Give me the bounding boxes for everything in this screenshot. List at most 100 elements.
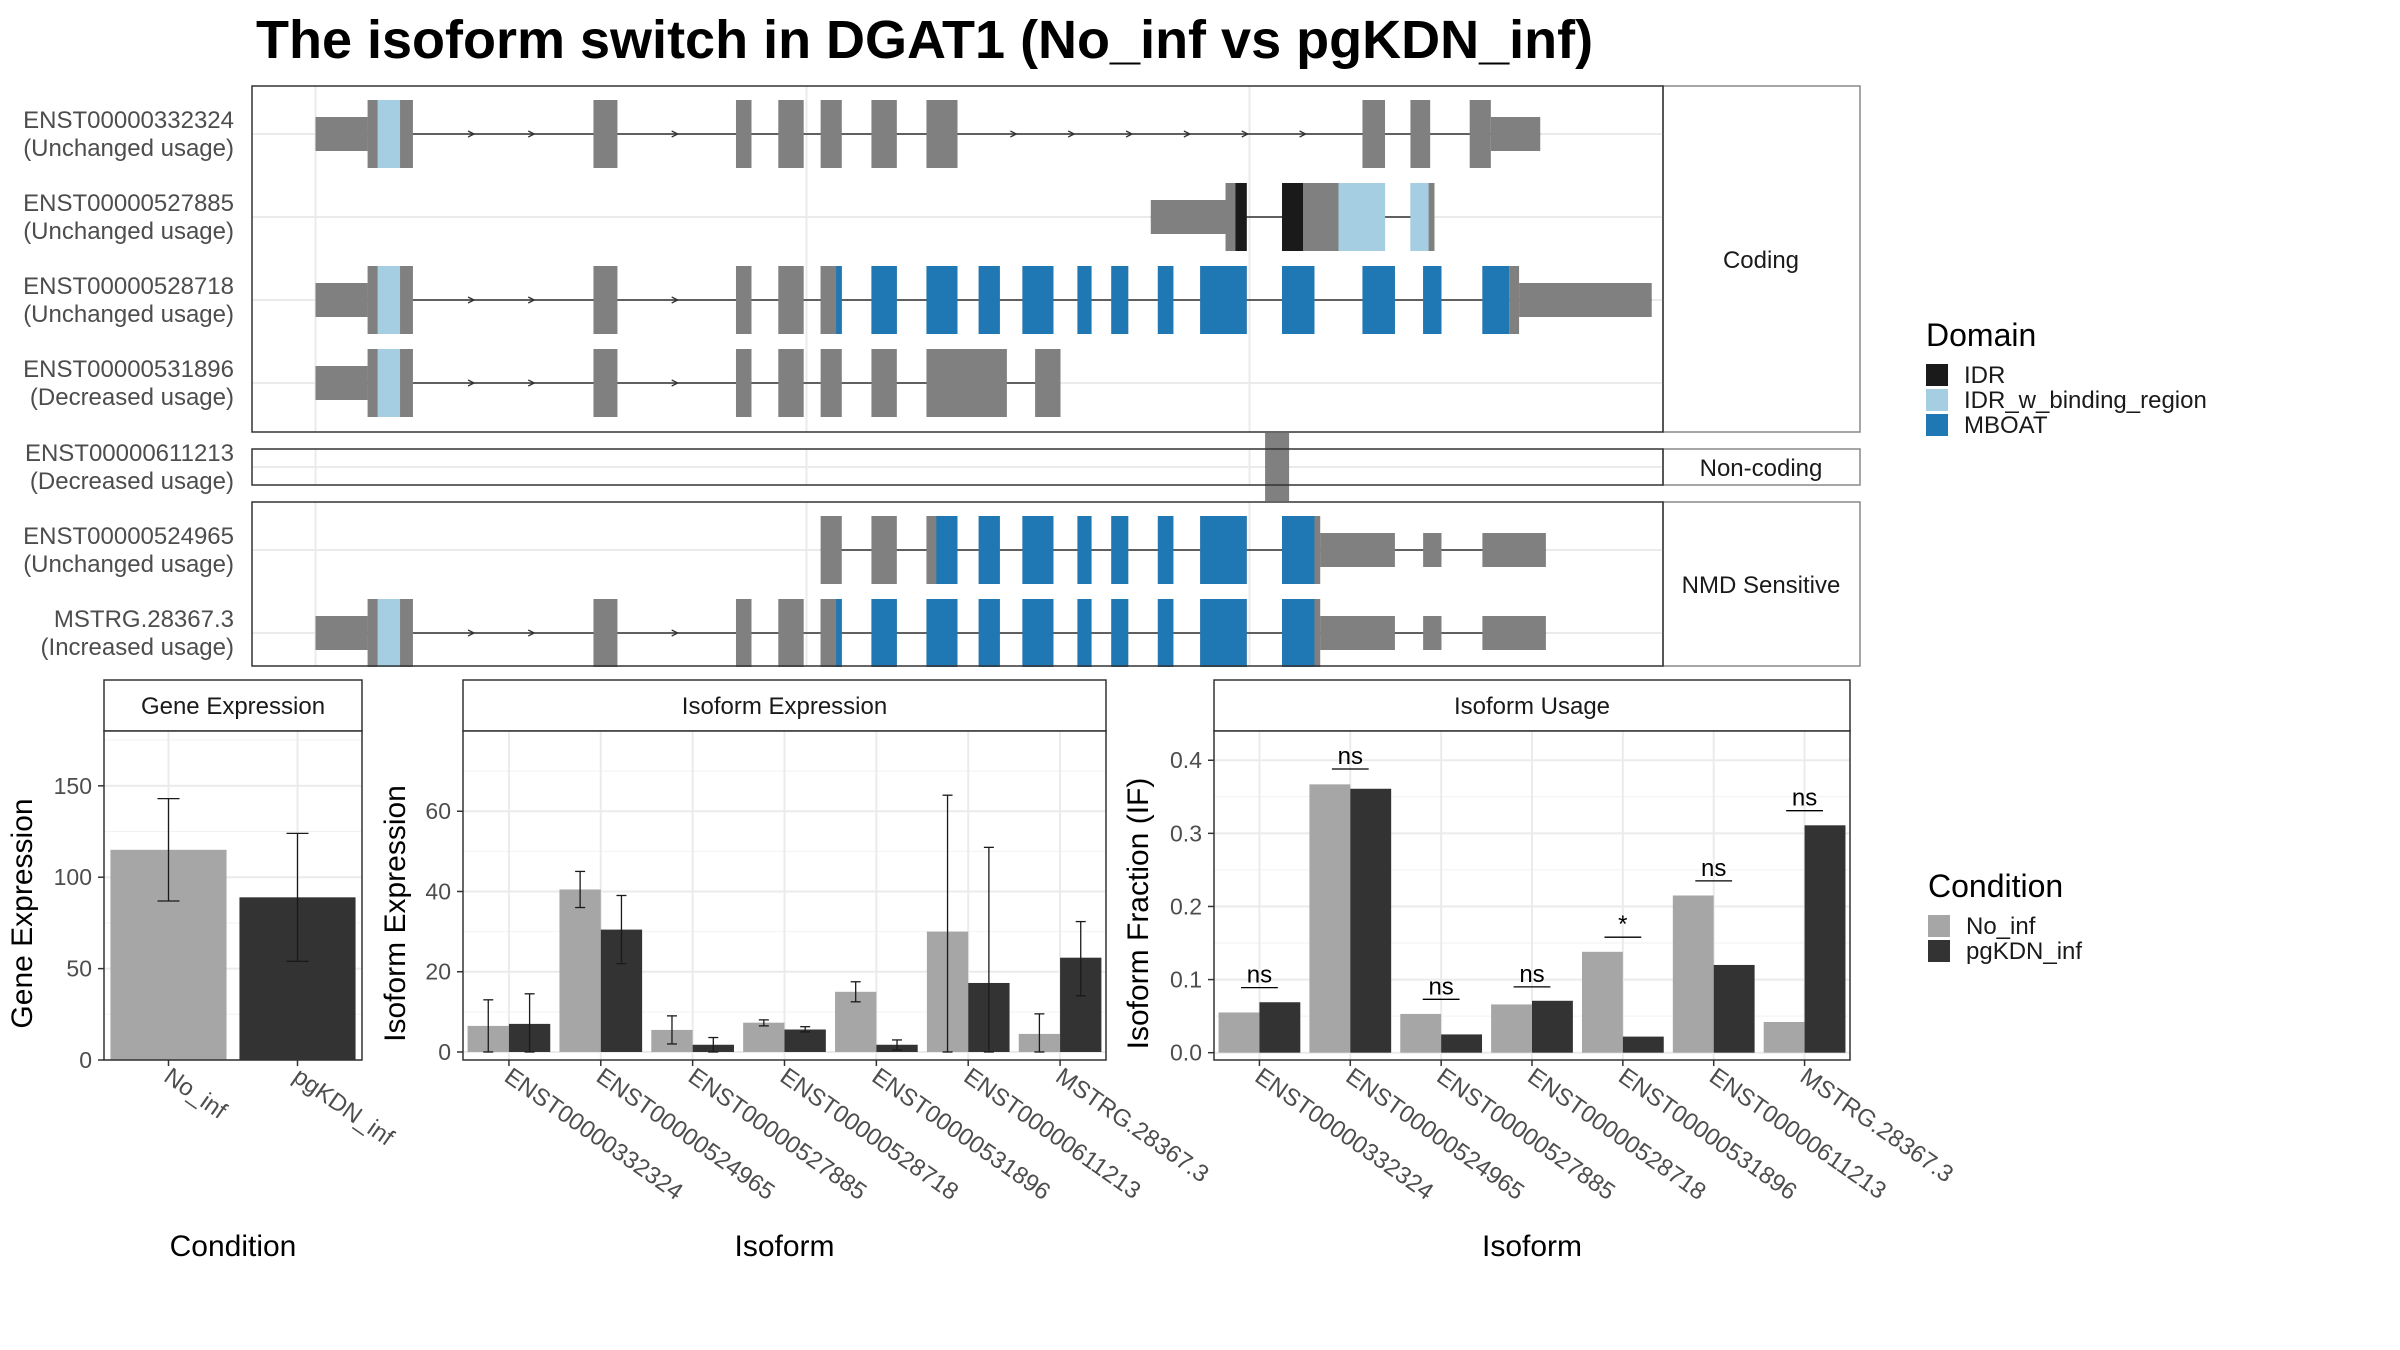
isoform-row: ENST00000611213(Decreased usage) xyxy=(25,433,1290,501)
y-tick-label: 20 xyxy=(425,959,451,985)
isoform-label: ENST00000527885 xyxy=(23,190,234,217)
intron-arrow xyxy=(527,130,536,138)
cds-segment xyxy=(400,100,413,168)
domain-segment xyxy=(1022,266,1054,334)
domain-segment xyxy=(1077,599,1092,667)
intron-arrow xyxy=(671,296,680,304)
bar-no-inf xyxy=(1400,1013,1442,1053)
significance-label: ns xyxy=(1519,961,1544,988)
isoform-usage-label: (Unchanged usage) xyxy=(23,551,234,578)
legend-label: IDR xyxy=(1964,362,2005,389)
y-tick-label: 0.2 xyxy=(1170,893,1202,919)
domain-segment xyxy=(926,599,958,667)
cds-block xyxy=(735,349,752,417)
intron-arrow xyxy=(1125,130,1134,138)
domain-segment xyxy=(978,599,1000,667)
utr-block xyxy=(1482,533,1546,567)
cds-block xyxy=(778,599,804,667)
intron-arrow xyxy=(1299,130,1308,138)
utr-block xyxy=(1423,616,1442,650)
significance-label: ns xyxy=(1247,962,1272,989)
panel-border xyxy=(251,501,1664,667)
isoform-usage-label: (Unchanged usage) xyxy=(23,135,234,162)
intron-arrow xyxy=(1010,130,1018,138)
isoform-label: ENST00000528718 xyxy=(23,273,234,300)
chart-isoform-expression: Isoform Expression0204060ENST00000332324… xyxy=(379,679,1214,1263)
significance-label: ns xyxy=(1428,973,1453,1000)
utr-block xyxy=(1482,616,1546,650)
isoform-label: ENST00000332324 xyxy=(23,107,234,134)
cds-block xyxy=(926,100,958,168)
structure-panel-nmd-sensitive: NMD Sensitive ENST00000524965(Unchanged u… xyxy=(23,501,1861,667)
utr-block xyxy=(1320,616,1395,650)
isoform-usage-label: (Unchanged usage) xyxy=(23,301,234,328)
y-tick-label: 50 xyxy=(66,956,92,982)
isoform-usage-label: (Decreased usage) xyxy=(30,468,234,495)
legend-swatch xyxy=(1926,414,1948,436)
domain-segment xyxy=(871,599,897,667)
domain-segment xyxy=(1423,266,1442,334)
domain-segment xyxy=(1410,183,1429,251)
cds-segment xyxy=(820,599,837,667)
domain-segment xyxy=(1157,266,1174,334)
x-tick-label: No_inf xyxy=(159,1063,232,1125)
domain-segment xyxy=(377,100,401,168)
legend-label: pgKDN_inf xyxy=(1966,938,2082,965)
domain-segment xyxy=(836,599,842,667)
legend-label: IDR_w_binding_region xyxy=(1964,387,2207,414)
isoform-usage-label: (Decreased usage) xyxy=(30,384,234,411)
cds-segment xyxy=(1509,266,1520,334)
domain-segment xyxy=(1200,516,1247,584)
bar-pgkdn-inf xyxy=(1804,825,1846,1053)
cds-segment xyxy=(367,599,378,667)
isoform-label: ENST00000524965 xyxy=(23,523,234,550)
domain-segment xyxy=(1338,183,1386,251)
y-tick-label: 0 xyxy=(79,1047,92,1073)
x-tick-label: pgKDN_inf xyxy=(288,1063,399,1152)
significance-label: ns xyxy=(1792,785,1817,812)
isoform-row: ENST00000531896(Decreased usage) xyxy=(23,349,1061,417)
bar-no-inf xyxy=(1218,1012,1260,1053)
cds-segment xyxy=(1303,183,1339,251)
isoform-label: MSTRG.28367.3 xyxy=(54,606,234,633)
cds-block xyxy=(820,100,842,168)
domain-segment xyxy=(1282,266,1315,334)
y-axis-title: Gene Expression xyxy=(6,798,39,1028)
structure-panel-non-coding: Non-coding ENST00000611213(Decreased usag… xyxy=(25,433,1861,501)
legend-label: MBOAT xyxy=(1964,412,2048,439)
figure-title: The isoform switch in DGAT1 (No_inf vs p… xyxy=(256,10,1593,70)
cds-segment xyxy=(820,266,837,334)
panel-strip xyxy=(1662,501,1861,667)
cds-block xyxy=(593,100,618,168)
isoform-usage-label: (Increased usage) xyxy=(41,634,234,661)
intron-arrow xyxy=(671,629,680,637)
domain-segment xyxy=(1022,599,1054,667)
cds-block xyxy=(735,599,752,667)
cds-block xyxy=(735,100,752,168)
cds-block xyxy=(593,349,618,417)
domain-segment xyxy=(377,266,401,334)
chart-title-strip xyxy=(103,679,363,732)
utr-block xyxy=(1150,200,1226,234)
intron-arrow xyxy=(1241,130,1250,138)
isoform-label: ENST00000531896 xyxy=(23,356,234,383)
chart-title: Isoform Expression xyxy=(682,693,887,720)
domain-segment xyxy=(871,266,897,334)
utr-block xyxy=(1423,533,1442,567)
y-tick-label: 60 xyxy=(425,798,451,824)
y-tick-label: 40 xyxy=(425,878,451,904)
panel-strip-label: Coding xyxy=(1723,247,1799,274)
domain-segment xyxy=(1200,266,1247,334)
domain-segment xyxy=(1157,516,1174,584)
x-tick-label: MSTRG.28367.3 xyxy=(1051,1063,1214,1188)
isoform-row: ENST00000332324(Unchanged usage) xyxy=(23,100,1541,168)
cds-segment xyxy=(926,516,937,584)
isoform-row: ENST00000528718(Unchanged usage) xyxy=(23,266,1652,334)
utr-block xyxy=(315,117,368,151)
cds-segment xyxy=(400,266,413,334)
bar-pgkdn-inf xyxy=(1713,964,1755,1053)
cds-block xyxy=(1469,100,1491,168)
cds-block xyxy=(778,349,804,417)
x-axis-title: Isoform xyxy=(734,1230,834,1263)
